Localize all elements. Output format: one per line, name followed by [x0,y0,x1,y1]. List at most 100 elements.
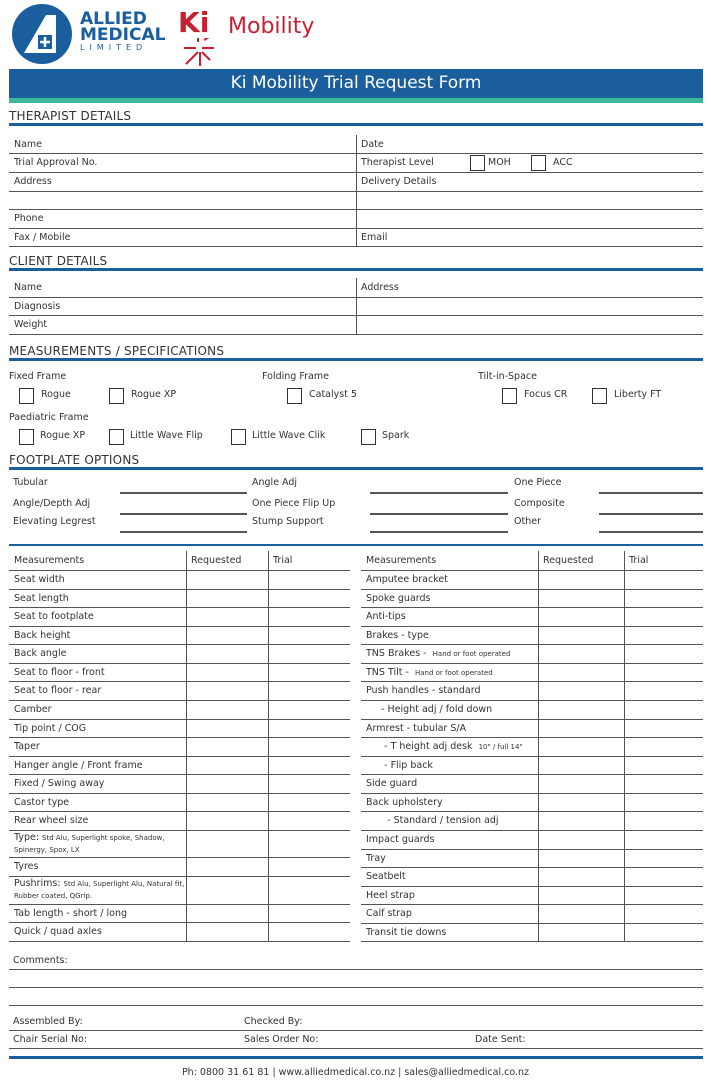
model-checkbox[interactable] [287,388,302,404]
trial-cell[interactable] [624,774,703,793]
requested-cell[interactable] [186,719,268,738]
requested-cell[interactable] [186,589,268,608]
requested-cell[interactable] [186,811,268,830]
footplate-option-input[interactable] [120,531,247,533]
requested-cell[interactable] [186,570,268,589]
requested-cell[interactable] [186,774,268,793]
trial-cell[interactable] [624,830,703,849]
requested-cell[interactable] [538,719,624,738]
trial-cell[interactable] [268,904,350,923]
footplate-option-input[interactable] [599,492,703,494]
requested-cell[interactable] [538,756,624,775]
requested-cell[interactable] [186,737,268,756]
trial-cell[interactable] [624,793,703,812]
trial-cell[interactable] [624,886,703,905]
trial-cell[interactable] [268,644,350,663]
trial-cell[interactable] [268,607,350,626]
requested-cell[interactable] [186,830,268,858]
trial-cell[interactable] [268,857,350,876]
requested-cell[interactable] [186,857,268,876]
acc-checkbox[interactable] [531,155,546,171]
trial-cell[interactable] [624,626,703,645]
table-row-label: Seat length [14,592,72,605]
trial-cell[interactable] [624,663,703,682]
comments-input[interactable] [9,950,703,1006]
trial-cell[interactable] [268,922,350,941]
trial-cell[interactable] [268,681,350,700]
requested-cell[interactable] [538,923,624,942]
requested-cell[interactable] [186,681,268,700]
trial-cell[interactable] [268,719,350,738]
trial-cell[interactable] [268,756,350,775]
requested-cell[interactable] [538,607,624,626]
trial-cell[interactable] [268,570,350,589]
model-checkbox[interactable] [231,429,246,445]
trial-cell[interactable] [624,681,703,700]
trial-cell[interactable] [624,719,703,738]
requested-cell[interactable] [538,570,624,589]
moh-checkbox[interactable] [470,155,485,171]
requested-cell[interactable] [538,700,624,719]
requested-cell[interactable] [538,737,624,756]
model-checkbox[interactable] [361,429,376,445]
requested-cell[interactable] [538,793,624,812]
model-checkbox[interactable] [109,429,124,445]
trial-cell[interactable] [624,904,703,923]
trial-cell[interactable] [268,737,350,756]
model-checkbox[interactable] [109,388,124,404]
requested-cell[interactable] [538,644,624,663]
requested-cell[interactable] [538,886,624,905]
trial-cell[interactable] [268,793,350,812]
requested-cell[interactable] [186,876,268,904]
footplate-option-input[interactable] [599,531,703,533]
trial-cell[interactable] [624,756,703,775]
trial-cell[interactable] [624,849,703,868]
trial-cell[interactable] [624,867,703,886]
trial-cell[interactable] [268,811,350,830]
requested-cell[interactable] [538,589,624,608]
requested-cell[interactable] [538,849,624,868]
requested-cell[interactable] [538,663,624,682]
footplate-option-input[interactable] [120,492,247,494]
trial-cell[interactable] [268,830,350,858]
requested-cell[interactable] [538,626,624,645]
trial-cell[interactable] [268,876,350,904]
requested-cell[interactable] [186,922,268,941]
model-checkbox[interactable] [502,388,517,404]
requested-cell[interactable] [186,607,268,626]
trial-cell[interactable] [624,811,703,830]
trial-cell[interactable] [624,923,703,942]
requested-cell[interactable] [538,904,624,923]
requested-cell[interactable] [538,830,624,849]
requested-cell[interactable] [186,793,268,812]
trial-cell[interactable] [624,570,703,589]
footplate-option-input[interactable] [370,492,508,494]
requested-cell[interactable] [538,774,624,793]
requested-cell[interactable] [538,681,624,700]
requested-cell[interactable] [186,644,268,663]
footplate-option-input[interactable] [120,513,247,515]
trial-cell[interactable] [624,737,703,756]
model-checkbox[interactable] [19,429,34,445]
requested-cell[interactable] [186,756,268,775]
trial-cell[interactable] [268,663,350,682]
trial-cell[interactable] [624,700,703,719]
trial-cell[interactable] [624,644,703,663]
footplate-option-input[interactable] [599,513,703,515]
footplate-option-input[interactable] [370,513,508,515]
model-checkbox[interactable] [592,388,607,404]
requested-cell[interactable] [538,811,624,830]
trial-cell[interactable] [624,589,703,608]
trial-cell[interactable] [268,626,350,645]
model-checkbox[interactable] [19,388,34,404]
requested-cell[interactable] [186,904,268,923]
footplate-option-input[interactable] [370,531,508,533]
trial-cell[interactable] [268,589,350,608]
trial-cell[interactable] [624,607,703,626]
requested-cell[interactable] [186,626,268,645]
requested-cell[interactable] [186,700,268,719]
trial-cell[interactable] [268,700,350,719]
requested-cell[interactable] [538,867,624,886]
requested-cell[interactable] [186,663,268,682]
trial-cell[interactable] [268,774,350,793]
